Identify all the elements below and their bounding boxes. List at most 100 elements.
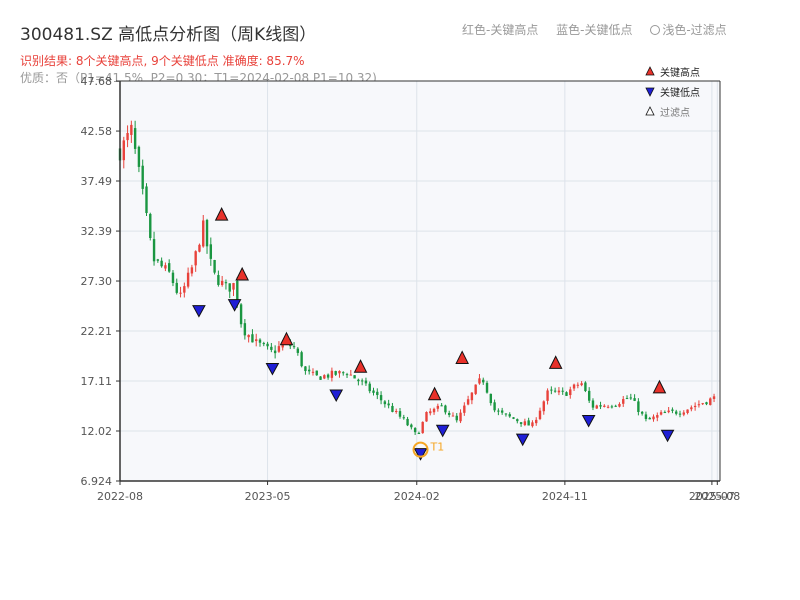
candle-body bbox=[262, 343, 265, 345]
candle-body bbox=[478, 378, 481, 384]
candle-body bbox=[595, 405, 598, 409]
candle-body bbox=[194, 251, 197, 266]
candle-body bbox=[693, 405, 697, 408]
candle-body bbox=[202, 220, 205, 247]
x-tick-label: 2025-07 bbox=[689, 490, 735, 503]
candle-body bbox=[444, 405, 447, 413]
candle-body bbox=[137, 146, 141, 167]
candle-body bbox=[421, 421, 424, 434]
candle-body bbox=[209, 244, 213, 259]
candle-body bbox=[266, 343, 269, 347]
legend-label: 过滤点 bbox=[660, 106, 690, 119]
candle-body bbox=[497, 410, 500, 412]
candle-body bbox=[164, 265, 167, 269]
candle-body bbox=[663, 412, 667, 414]
candle-body bbox=[618, 404, 621, 407]
top-legend: 红色-关键高点 蓝色-关键低点 浅色-过滤点 bbox=[462, 21, 755, 38]
t1-circle bbox=[412, 441, 429, 458]
candle-body bbox=[345, 374, 349, 376]
candle-body bbox=[126, 133, 129, 141]
key-high-marker bbox=[353, 359, 368, 373]
candle-body bbox=[459, 412, 462, 422]
candle-body bbox=[213, 259, 216, 273]
candle-body bbox=[633, 398, 636, 401]
y-tick-label: 6.924 bbox=[81, 475, 113, 488]
candle-body bbox=[580, 383, 583, 386]
candle-body bbox=[167, 263, 171, 272]
candle-body bbox=[671, 409, 674, 411]
candle-body bbox=[591, 400, 595, 408]
y-tick-label: 37.49 bbox=[81, 175, 113, 188]
candle-body bbox=[379, 395, 383, 401]
candle-body bbox=[470, 392, 474, 401]
candle-body bbox=[485, 382, 489, 393]
candle-body bbox=[368, 383, 371, 392]
candle-body bbox=[273, 350, 277, 354]
candle-body bbox=[447, 413, 451, 415]
x-tick-label: 2024-02 bbox=[394, 490, 440, 503]
candle-body bbox=[425, 412, 428, 422]
candle-body bbox=[217, 275, 220, 285]
candle-body bbox=[349, 374, 353, 376]
x-tick-label: 2022-08 bbox=[97, 490, 143, 503]
candle-body bbox=[493, 402, 496, 411]
candle-body bbox=[160, 260, 163, 267]
candle-body bbox=[516, 419, 519, 422]
top-legend-light-wrap: 浅色-过滤点 bbox=[650, 23, 740, 37]
candle-body bbox=[451, 415, 455, 417]
candle-body bbox=[436, 405, 440, 409]
key-high-marker bbox=[427, 386, 442, 401]
legend-marker bbox=[645, 106, 655, 116]
candle-body bbox=[656, 415, 659, 418]
x-tick-label: 2023-05 bbox=[245, 490, 291, 503]
candle-body bbox=[228, 283, 231, 292]
y-tick-label: 27.30 bbox=[81, 275, 113, 288]
candle-body bbox=[198, 244, 201, 252]
candle-body bbox=[584, 382, 587, 392]
candle-body bbox=[145, 186, 148, 214]
key-high-marker bbox=[214, 207, 229, 221]
legend-label: 关键高点 bbox=[660, 66, 700, 79]
candle-body bbox=[141, 165, 144, 189]
candle-body bbox=[652, 416, 655, 420]
candle-body bbox=[391, 405, 394, 412]
candle-body bbox=[130, 124, 133, 135]
candle-body bbox=[542, 401, 545, 412]
top-legend-blue: 蓝色-关键低点 bbox=[556, 23, 633, 37]
candle-body bbox=[383, 401, 387, 405]
candle-body bbox=[535, 419, 538, 424]
candle-body bbox=[224, 282, 228, 284]
key-low-marker bbox=[329, 389, 344, 403]
candle-body bbox=[156, 259, 160, 261]
candle-body bbox=[258, 339, 262, 343]
candle-body bbox=[402, 417, 405, 419]
key-low-marker bbox=[581, 414, 596, 428]
candle-body bbox=[629, 397, 633, 399]
candle-body bbox=[712, 396, 716, 399]
candle-body bbox=[614, 405, 617, 407]
key-low-marker bbox=[435, 424, 450, 438]
candle-body bbox=[512, 417, 515, 419]
candle-body bbox=[342, 372, 345, 374]
candle-body bbox=[675, 411, 678, 414]
candle-body bbox=[413, 428, 417, 433]
legend-marker bbox=[645, 66, 655, 76]
candle-body bbox=[395, 410, 398, 412]
candle-body bbox=[569, 389, 572, 396]
candle-body bbox=[315, 370, 318, 376]
key-low-marker bbox=[227, 299, 242, 312]
candle-body bbox=[149, 213, 152, 238]
candle-body bbox=[387, 403, 390, 406]
candle-body bbox=[508, 414, 511, 417]
candle-body bbox=[519, 422, 523, 424]
markers: T1 bbox=[192, 207, 675, 461]
candle-body bbox=[232, 283, 235, 290]
candle-body bbox=[625, 398, 629, 400]
candle-body bbox=[678, 413, 682, 415]
candle-body bbox=[300, 352, 303, 367]
candle-body bbox=[648, 417, 651, 420]
candle-body bbox=[659, 412, 663, 415]
key-high-marker bbox=[235, 266, 249, 281]
candle-body bbox=[644, 414, 648, 419]
